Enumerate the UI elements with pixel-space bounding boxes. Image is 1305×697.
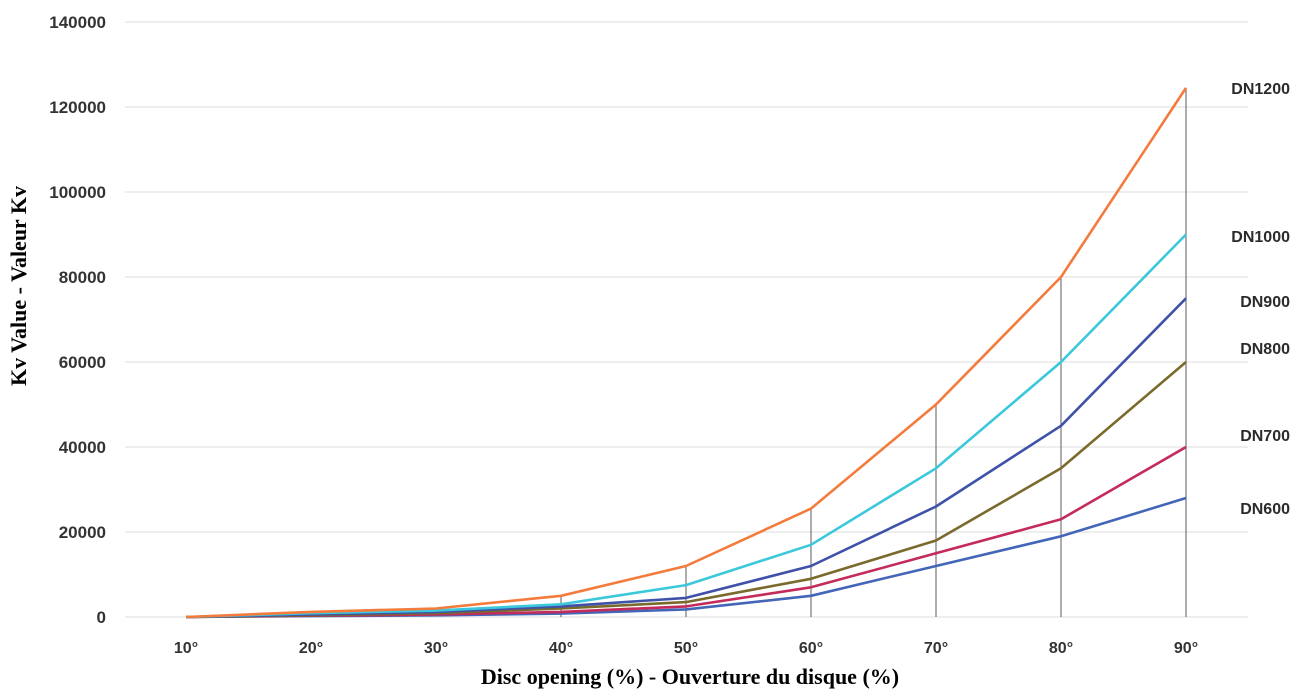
x-axis-ticks: 10° 20° 30° 40° 50° 60° 70° 80° 90° [174,640,1198,657]
x-axis-title: Disc opening (%) - Ouverture du disque (… [481,664,899,689]
series-label-dn1000: DN1000 [1231,229,1290,246]
x-tick-label: 40° [549,640,573,657]
series-line-dn1200 [185,87,1188,619]
y-tick-label: 120000 [49,98,106,117]
x-tick-label: 90° [1174,640,1198,657]
vertical-guide-lines [560,87,1187,617]
x-tick-label: 60° [799,640,823,657]
y-tick-label: 60000 [59,353,106,372]
series-line-dn1000 [185,233,1187,619]
y-tick-label: 80000 [59,268,106,287]
y-tick-label: 0 [97,608,106,627]
x-tick-label: 10° [174,640,198,657]
series-label-dn900: DN900 [1240,294,1290,311]
series-label-dn800: DN800 [1240,341,1290,358]
y-tick-label: 20000 [59,523,106,542]
y-axis-ticks: 0 20000 40000 60000 80000 100000 120000 140000 [49,13,106,627]
y-axis-title: Kv Value - Valeur Kv [6,186,31,386]
series-label-dn1200: DN1200 [1231,81,1290,98]
x-tick-label: 70° [924,640,948,657]
series-label-dn600: DN600 [1240,501,1290,518]
y-tick-label: 140000 [49,13,106,32]
series-label-dn700: DN700 [1240,428,1290,445]
series-labels: DN1200 DN1000 DN900 DN800 DN700 DN600 [1231,81,1290,518]
x-tick-label: 30° [424,640,448,657]
y-tick-label: 40000 [59,438,106,457]
x-tick-label: 50° [674,640,698,657]
x-tick-label: 20° [299,640,323,657]
y-tick-label: 100000 [49,183,106,202]
series-lines [185,87,1188,619]
grid-lines [125,21,1248,618]
x-tick-label: 80° [1049,640,1073,657]
